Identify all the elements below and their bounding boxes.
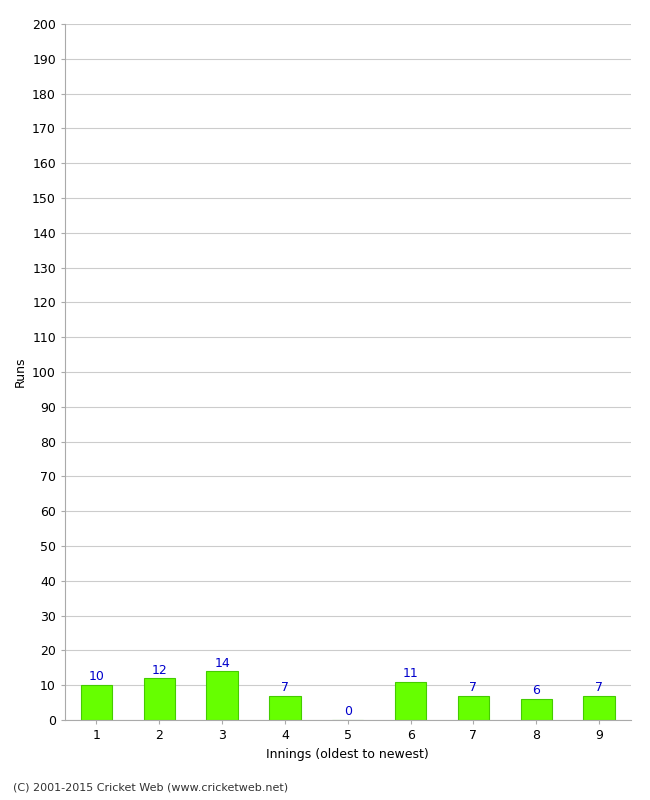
Text: (C) 2001-2015 Cricket Web (www.cricketweb.net): (C) 2001-2015 Cricket Web (www.cricketwe… xyxy=(13,782,288,792)
Text: 14: 14 xyxy=(214,657,230,670)
Bar xyxy=(269,696,300,720)
Text: 7: 7 xyxy=(281,681,289,694)
Bar xyxy=(521,699,552,720)
Bar xyxy=(207,671,238,720)
Text: 12: 12 xyxy=(151,663,167,677)
Bar xyxy=(144,678,175,720)
Bar xyxy=(584,696,615,720)
Text: 0: 0 xyxy=(344,706,352,718)
Bar xyxy=(395,682,426,720)
Text: 7: 7 xyxy=(469,681,477,694)
Bar xyxy=(458,696,489,720)
X-axis label: Innings (oldest to newest): Innings (oldest to newest) xyxy=(266,747,429,761)
Text: 6: 6 xyxy=(532,684,540,698)
Text: 7: 7 xyxy=(595,681,603,694)
Y-axis label: Runs: Runs xyxy=(14,357,27,387)
Bar xyxy=(81,685,112,720)
Text: 11: 11 xyxy=(403,667,419,680)
Text: 10: 10 xyxy=(88,670,105,683)
